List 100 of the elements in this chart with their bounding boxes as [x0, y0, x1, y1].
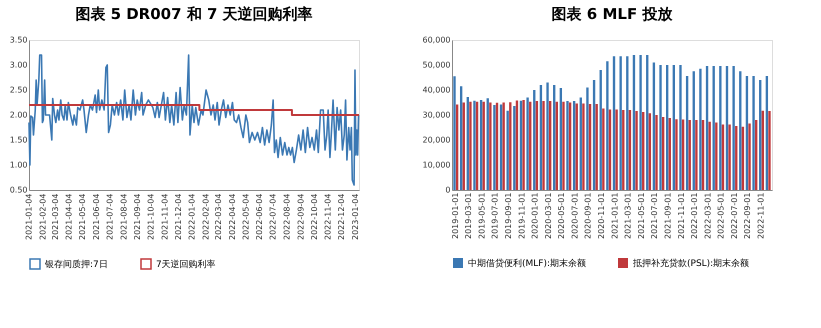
x-tick-label: 2021-12-04 [174, 194, 183, 240]
x-tick-label: 2022-09-04 [296, 194, 306, 240]
x-tick-label: 2021-08-04 [119, 194, 128, 240]
x-tick-label: 2021-07-04 [105, 194, 114, 240]
bar [642, 112, 644, 190]
bar [752, 76, 755, 190]
bar [592, 80, 596, 190]
x-tick-label: 2021-05-04 [78, 194, 88, 240]
bar [576, 104, 578, 190]
x-tick-label: 2021-03-01 [624, 192, 633, 239]
bar [759, 80, 762, 190]
x-tick-label: 2019-01-01 [450, 192, 460, 239]
bar [762, 110, 764, 190]
x-tick-label: 2022-10-04 [310, 194, 319, 240]
legend-label: 银存间质押:7日 [44, 259, 108, 270]
y-tick-label: 10,000 [422, 160, 450, 170]
bar [639, 55, 642, 190]
x-tick-label: 2022-01-04 [188, 194, 197, 240]
bar [626, 56, 628, 190]
x-tick-label: 2022-07-04 [268, 194, 278, 240]
y-tick-label: 1.00 [10, 160, 28, 170]
x-tick-label: 2021-07-01 [650, 192, 660, 239]
bar [480, 100, 482, 190]
y-tick-label: 3.50 [10, 36, 28, 44]
bar [560, 88, 562, 190]
x-tick-label: 2022-02-04 [202, 194, 211, 240]
bar [540, 85, 542, 190]
x-tick-label: 2020-01-01 [530, 192, 540, 239]
x-tick-label: 2021-03-04 [50, 194, 60, 240]
y-tick-label: 30,000 [422, 110, 450, 120]
x-tick-label: 2021-06-04 [92, 194, 102, 240]
x-tick-label: 2022-09-01 [743, 192, 752, 239]
y-tick-label: 50,000 [422, 60, 450, 70]
bar [739, 71, 742, 190]
x-tick-label: 2021-04-04 [64, 194, 74, 240]
bar [732, 66, 735, 190]
x-tick-label: 2019-07-01 [490, 192, 500, 239]
bar [606, 61, 609, 190]
y-tick-label: 3.00 [10, 60, 28, 70]
bar [708, 122, 711, 190]
x-tick-label: 2022-07-01 [730, 192, 739, 239]
bar [742, 126, 744, 190]
bar [529, 102, 532, 190]
bar [536, 101, 538, 190]
x-tick-label: 2022-05-04 [241, 194, 250, 240]
bar [668, 118, 671, 190]
x-tick-label: 2022-04-04 [228, 194, 237, 240]
bar [582, 104, 585, 190]
x-tick-label: 2022-03-04 [214, 194, 224, 240]
bar [648, 113, 652, 190]
y-tick-label: 20,000 [422, 136, 450, 144]
bar [548, 101, 552, 190]
x-tick-label: 2021-11-01 [676, 192, 686, 239]
y-tick-label: 2.50 [10, 86, 28, 94]
legend-label: 中期借贷便利(MLF):期末余额 [468, 258, 586, 269]
bar [628, 110, 632, 190]
bar [622, 110, 624, 190]
x-tick-label: 2021-11-04 [160, 194, 170, 240]
bar [666, 65, 668, 190]
x-tick-label: 2020-07-01 [570, 192, 580, 239]
bar [712, 66, 715, 190]
bar [682, 120, 684, 190]
bar [719, 66, 722, 190]
x-tick-label: 2022-11-04 [324, 194, 333, 240]
bar [695, 120, 698, 190]
bar [469, 102, 472, 190]
y-tick-label: 1.50 [10, 136, 28, 144]
bar [493, 105, 496, 190]
bar [600, 70, 602, 190]
legend-label: 抵押补充贷款(PSL):期末余额 [632, 258, 750, 269]
bar [489, 102, 492, 190]
line-series [28, 54, 360, 186]
bar [462, 102, 465, 190]
bar [662, 117, 664, 190]
x-tick-label: 2020-03-01 [544, 192, 553, 239]
bar [596, 104, 598, 190]
x-tick-label: 2021-02-04 [38, 194, 48, 240]
x-tick-label: 2022-11-01 [756, 192, 766, 239]
x-tick-label: 2020-05-01 [557, 192, 566, 239]
x-tick-label: 2020-11-01 [597, 192, 606, 239]
y-tick-label: 60,000 [422, 36, 450, 44]
y-tick-label: 40,000 [422, 86, 450, 94]
bar [602, 108, 605, 190]
bar [746, 76, 748, 190]
x-tick-label: 2022-12-04 [337, 194, 346, 240]
bar [482, 102, 485, 190]
x-tick-label: 2022-08-04 [282, 194, 292, 240]
bar [692, 71, 695, 190]
bar [699, 68, 702, 190]
bar [572, 101, 576, 190]
bar [735, 126, 738, 190]
bar [652, 62, 656, 190]
legend-label: 7天逆回购利率 [156, 259, 216, 270]
bar [672, 65, 676, 190]
x-tick-label: 2019-11-01 [517, 192, 526, 239]
x-tick-label: 2022-05-01 [716, 192, 726, 239]
x-tick-label: 2019-09-01 [504, 192, 513, 239]
x-tick-label: 2021-09-04 [133, 194, 142, 240]
bar [506, 110, 509, 190]
y-tick-label: 0 [445, 186, 450, 194]
